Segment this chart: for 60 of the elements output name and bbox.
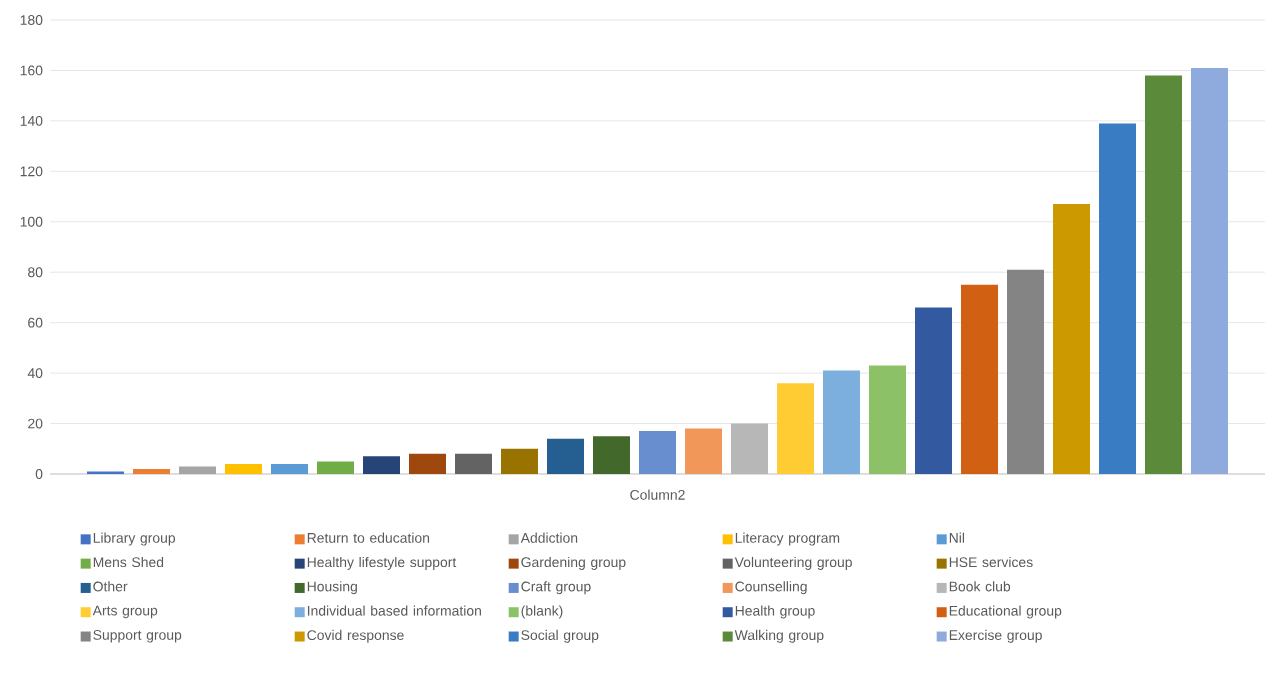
bar — [1145, 75, 1183, 474]
bar — [593, 436, 630, 474]
y-tick-label: 20 — [28, 418, 43, 429]
bar — [547, 438, 584, 474]
legend-label: Social group — [521, 629, 599, 643]
legend-label: (blank) — [521, 605, 563, 619]
y-tick-label: 80 — [28, 267, 43, 278]
legend-label: Mens Shed — [93, 556, 164, 568]
bar — [1007, 269, 1045, 474]
bar — [1099, 123, 1137, 474]
legend-label: Arts group — [92, 605, 158, 619]
bar — [501, 448, 538, 474]
bar — [685, 428, 722, 474]
bar — [409, 453, 446, 474]
y-tick-label: 160 — [20, 65, 43, 76]
bar — [823, 370, 860, 474]
legend-label: Counselling — [735, 581, 807, 595]
bar — [271, 463, 308, 474]
legend-label: Healthy lifestyle support — [307, 556, 457, 570]
y-tick-label: 120 — [20, 166, 43, 177]
y-tick-label: 0 — [35, 469, 43, 479]
legend-label: Walking group — [734, 629, 824, 643]
legend-label: Gardening group — [521, 556, 626, 570]
bar — [869, 365, 907, 474]
legend-label: Addiction — [520, 532, 578, 543]
legend-label: Housing — [307, 581, 357, 595]
legend-label: HSE services — [949, 556, 1033, 568]
bar — [639, 431, 676, 474]
bar — [1191, 67, 1229, 474]
legend-label: Support group — [93, 629, 182, 643]
legend-label: Book club — [949, 581, 1011, 592]
bar — [132, 468, 170, 474]
legend-label: Health group — [735, 605, 815, 619]
bar — [915, 307, 953, 474]
legend-label: Covid response — [307, 629, 404, 643]
legend-label: Craft group — [521, 581, 591, 595]
y-tick-label: 180 — [20, 15, 43, 25]
y-tick-label: 140 — [20, 115, 43, 126]
legend-label: Nil — [949, 532, 964, 543]
bar — [777, 383, 814, 474]
bar — [225, 463, 262, 474]
bar — [363, 456, 400, 474]
y-tick-label: 100 — [20, 216, 43, 227]
bar — [86, 471, 124, 474]
legend-label: Volunteering group — [734, 556, 852, 570]
x-tick-label: Column2 — [630, 489, 685, 500]
y-tick-label: 60 — [28, 317, 43, 328]
legend-label: Literacy program — [735, 532, 840, 546]
legend-label: Other — [93, 581, 128, 592]
legend-label: Return to education — [307, 532, 430, 543]
bar — [178, 466, 216, 474]
legend-label: Educational group — [949, 605, 1062, 619]
legend-label: Library group — [93, 532, 176, 546]
legend-label: Individual based information — [307, 605, 481, 616]
legend-label: Exercise group — [949, 629, 1042, 643]
bar — [1053, 204, 1091, 474]
bar — [455, 453, 492, 474]
y-tick-label: 40 — [27, 368, 43, 379]
bar — [317, 461, 354, 474]
bar — [961, 284, 999, 474]
